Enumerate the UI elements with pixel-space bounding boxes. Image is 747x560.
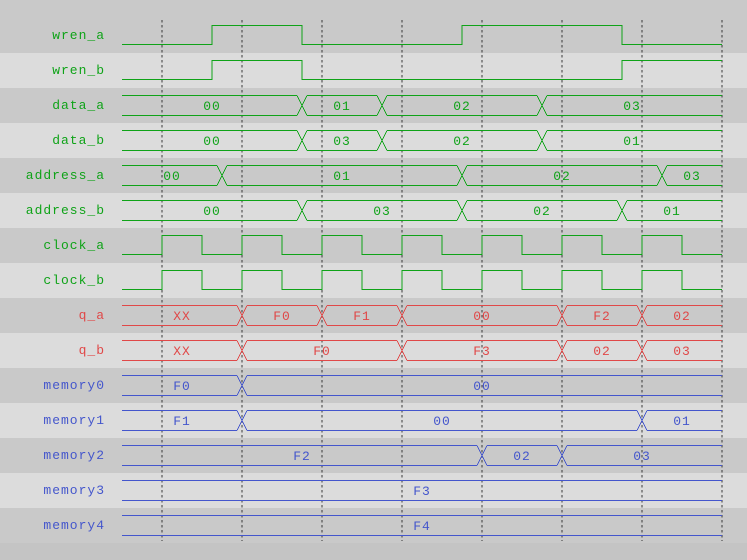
bus-value-q_b-2: F3 <box>473 344 491 359</box>
signal-name-clock_a[interactable]: clock_a <box>43 238 105 253</box>
wave-wren_b <box>122 60 722 80</box>
wave-q_a <box>122 305 722 326</box>
bus-value-memory1-1: 00 <box>433 414 451 429</box>
wave-clock_b <box>122 270 722 290</box>
signal-name-memory0[interactable]: memory0 <box>43 378 105 393</box>
bus-value-q_a-0: XX <box>173 309 191 324</box>
bus-value-address_b-0: 00 <box>203 204 221 219</box>
wave-data_a <box>122 95 722 116</box>
row-band-clock_b <box>0 263 747 298</box>
wave-memory3 <box>122 480 722 501</box>
signal-name-memory2[interactable]: memory2 <box>43 448 105 463</box>
bus-value-address_a-3: 03 <box>683 169 701 184</box>
bus-value-q_a-3: 00 <box>473 309 491 324</box>
wave-memory0 <box>122 375 722 396</box>
wave-memory4 <box>122 515 722 536</box>
wave-address_a <box>122 165 722 186</box>
signal-name-clock_b[interactable]: clock_b <box>43 273 105 288</box>
bus-value-address_b-2: 02 <box>533 204 551 219</box>
signal-name-memory3[interactable]: memory3 <box>43 483 105 498</box>
bus-value-data_b-2: 02 <box>453 134 471 149</box>
bus-value-q_a-1: F0 <box>273 309 291 324</box>
bus-value-address_a-2: 02 <box>553 169 571 184</box>
row-band-address_a <box>0 158 747 193</box>
row-band-q_a <box>0 298 747 333</box>
bus-value-q_b-4: 03 <box>673 344 691 359</box>
bus-value-q_a-2: F1 <box>353 309 371 324</box>
bus-value-address_a-1: 01 <box>333 169 351 184</box>
signal-name-data_a[interactable]: data_a <box>52 98 105 113</box>
wave-memory1 <box>122 410 722 431</box>
bus-value-data_a-1: 01 <box>333 99 351 114</box>
bus-value-memory0-1: 00 <box>473 379 491 394</box>
row-band-memory2 <box>0 438 747 473</box>
signal-name-wren_a[interactable]: wren_a <box>52 28 105 43</box>
row-band-clock_a <box>0 228 747 263</box>
row-band-q_b <box>0 333 747 368</box>
signal-name-address_b[interactable]: address_b <box>25 203 105 218</box>
row-band-memory3 <box>0 473 747 508</box>
bus-value-memory1-0: F1 <box>173 414 191 429</box>
row-band-memory1 <box>0 403 747 438</box>
bus-value-data_a-3: 03 <box>623 99 641 114</box>
bus-value-data_b-1: 03 <box>333 134 351 149</box>
wave-wren_a <box>122 25 722 45</box>
bus-value-data_a-2: 02 <box>453 99 471 114</box>
bus-value-address_b-3: 01 <box>663 204 681 219</box>
signal-name-address_a[interactable]: address_a <box>25 168 105 183</box>
row-band-memory4 <box>0 508 747 543</box>
signal-name-data_b[interactable]: data_b <box>52 133 105 148</box>
bus-value-q_b-0: XX <box>173 344 191 359</box>
bus-value-memory2-1: 02 <box>513 449 531 464</box>
signal-name-wren_b[interactable]: wren_b <box>52 63 105 78</box>
bus-value-q_b-3: 02 <box>593 344 611 359</box>
bus-value-address_b-1: 03 <box>373 204 391 219</box>
footer-strip <box>0 543 747 560</box>
signal-name-q_b[interactable]: q_b <box>78 343 105 358</box>
wave-data_b <box>122 130 722 151</box>
bus-value-q_b-1: F0 <box>313 344 331 359</box>
bus-value-memory2-2: 03 <box>633 449 651 464</box>
bus-value-q_a-5: 02 <box>673 309 691 324</box>
bus-value-data_b-0: 00 <box>203 134 221 149</box>
wave-memory2 <box>122 445 722 466</box>
bus-value-memory0-0: F0 <box>173 379 191 394</box>
row-band-memory0 <box>0 368 747 403</box>
row-band-data_a <box>0 88 747 123</box>
wave-clock_a <box>122 235 722 255</box>
bus-value-data_b-3: 01 <box>623 134 641 149</box>
bus-value-memory3-0: F3 <box>413 484 431 499</box>
bus-value-q_a-4: F2 <box>593 309 611 324</box>
bus-value-memory2-0: F2 <box>293 449 311 464</box>
signal-name-memory4[interactable]: memory4 <box>43 518 105 533</box>
row-band-data_b <box>0 123 747 158</box>
wave-q_b <box>122 340 722 361</box>
signal-name-memory1[interactable]: memory1 <box>43 413 105 428</box>
bus-value-data_a-0: 00 <box>203 99 221 114</box>
wave-address_b <box>122 200 722 221</box>
bus-value-address_a-0: 00 <box>163 169 181 184</box>
signal-name-q_a[interactable]: q_a <box>78 308 105 323</box>
bus-value-memory1-2: 01 <box>673 414 691 429</box>
bus-value-memory4-0: F4 <box>413 519 431 534</box>
